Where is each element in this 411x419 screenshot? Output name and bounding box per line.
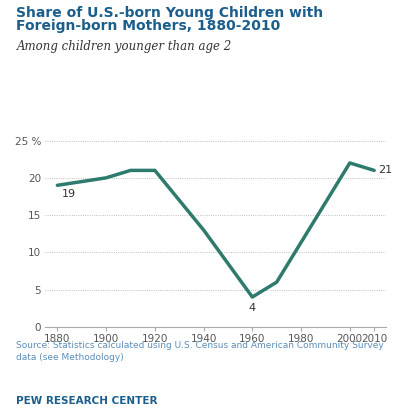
Text: 4: 4 bbox=[249, 303, 256, 313]
Text: 19: 19 bbox=[62, 189, 76, 199]
Text: Among children younger than age 2: Among children younger than age 2 bbox=[16, 40, 232, 53]
Text: 21: 21 bbox=[378, 166, 392, 176]
Text: Foreign-born Mothers, 1880-2010: Foreign-born Mothers, 1880-2010 bbox=[16, 19, 281, 33]
Text: Source: Statistics calculated using U.S. Census and American Community Survey
da: Source: Statistics calculated using U.S.… bbox=[16, 341, 384, 362]
Text: PEW RESEARCH CENTER: PEW RESEARCH CENTER bbox=[16, 396, 158, 406]
Text: Share of U.S.-born Young Children with: Share of U.S.-born Young Children with bbox=[16, 6, 323, 20]
